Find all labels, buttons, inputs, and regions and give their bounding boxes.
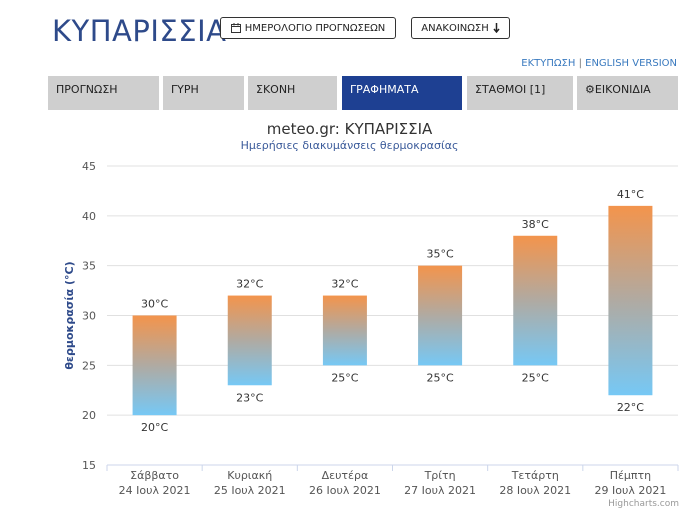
chart-title: meteo.gr: ΚΥΠΑΡΙΣΣΙΑ bbox=[266, 120, 433, 138]
temperature-range-bar[interactable] bbox=[608, 205, 653, 396]
print-link[interactable]: ΕΚΤΥΠΩΣΗ bbox=[521, 58, 576, 69]
temperature-range-bar[interactable] bbox=[227, 295, 272, 386]
max-temp-label: 38°C bbox=[522, 218, 549, 231]
announcement-button[interactable]: ΑΝΑΚΟΙΝΩΣΗ bbox=[411, 17, 510, 39]
min-temp-label: 22°C bbox=[617, 401, 644, 414]
y-axis-title: θερμοκρασία (°C) bbox=[63, 261, 76, 369]
min-temp-label: 25°C bbox=[331, 371, 358, 384]
y-tick-label: 15 bbox=[82, 459, 96, 472]
y-tick-label: 35 bbox=[82, 260, 96, 273]
tab-label: ΓΥΡΗ bbox=[171, 83, 199, 96]
tab-charts[interactable]: ΓΡΑΦΗΜΑΤΑ bbox=[342, 76, 462, 110]
x-tick-label-day: Τρίτη bbox=[424, 469, 456, 482]
x-tick-label-day: Κυριακή bbox=[227, 469, 272, 482]
tab-label: ΓΡΑΦΗΜΑΤΑ bbox=[350, 83, 419, 96]
y-tick-label: 40 bbox=[82, 210, 96, 223]
max-temp-label: 30°C bbox=[141, 298, 168, 311]
tab-pollen[interactable]: ΓΥΡΗ bbox=[163, 76, 244, 110]
nav-tabs: ΠΡΟΓΝΩΣΗ ΓΥΡΗ ΣΚΟΝΗ ΓΡΑΦΗΜΑΤΑ ΣΤΑΘΜΟΙ [1… bbox=[48, 76, 678, 110]
y-tick-label: 45 bbox=[82, 160, 96, 173]
tab-label: ΣΤΑΘΜΟΙ [1] bbox=[475, 83, 546, 96]
min-temp-label: 25°C bbox=[426, 371, 453, 384]
x-tick-label-day: Πέμπτη bbox=[610, 469, 651, 482]
x-tick-label-day: Σάββατο bbox=[130, 469, 179, 482]
max-temp-label: 32°C bbox=[236, 278, 263, 291]
x-tick-label-date: 25 Ιουλ 2021 bbox=[214, 484, 286, 497]
x-tick-label-date: 28 Ιουλ 2021 bbox=[499, 484, 571, 497]
x-tick-label-date: 24 Ιουλ 2021 bbox=[119, 484, 191, 497]
english-version-link[interactable]: ENGLISH VERSION bbox=[585, 58, 677, 69]
page-title: ΚΥΠΑΡΙΣΣΙΑ bbox=[52, 14, 227, 48]
y-tick-label: 30 bbox=[82, 310, 96, 323]
tab-forecast[interactable]: ΠΡΟΓΝΩΣΗ bbox=[48, 76, 159, 110]
max-temp-label: 32°C bbox=[331, 278, 358, 291]
y-tick-label: 20 bbox=[82, 409, 96, 422]
max-temp-label: 41°C bbox=[617, 188, 644, 201]
y-tick-label: 25 bbox=[82, 359, 96, 372]
temperature-range-bar[interactable] bbox=[418, 265, 463, 366]
link-separator: | bbox=[578, 58, 582, 69]
tab-label: ΠΡΟΓΝΩΣΗ bbox=[56, 83, 118, 96]
tab-stations[interactable]: ΣΤΑΘΜΟΙ [1] bbox=[467, 76, 573, 110]
x-tick-label-date: 27 Ιουλ 2021 bbox=[404, 484, 476, 497]
tab-label: ΕΙΚΟΝΙΔΙΑ bbox=[594, 83, 651, 96]
x-tick-label-date: 29 Ιουλ 2021 bbox=[594, 484, 666, 497]
gear-icon: ⚙ bbox=[585, 83, 595, 96]
x-tick-label-day: Τετάρτη bbox=[511, 469, 559, 482]
x-tick-label-day: Δευτέρα bbox=[322, 469, 369, 482]
min-temp-label: 25°C bbox=[522, 371, 549, 384]
chart-subtitle: Ημερήσιες διακυμάνσεις θερμοκρασίας bbox=[240, 139, 459, 152]
calendar-icon bbox=[230, 23, 241, 33]
tab-dust[interactable]: ΣΚΟΝΗ bbox=[248, 76, 337, 110]
max-temp-label: 35°C bbox=[426, 248, 453, 261]
temperature-range-bar[interactable] bbox=[322, 295, 367, 366]
arrow-down-icon bbox=[493, 23, 500, 33]
calendar-button[interactable]: ΗΜΕΡΟΛΟΓΙΟ ΠΡΟΓΝΩΣΕΩΝ bbox=[220, 17, 396, 39]
temperature-range-bar[interactable] bbox=[132, 315, 177, 416]
announcement-button-label: ΑΝΑΚΟΙΝΩΣΗ bbox=[421, 22, 489, 34]
calendar-button-label: ΗΜΕΡΟΛΟΓΙΟ ΠΡΟΓΝΩΣΕΩΝ bbox=[244, 22, 386, 34]
x-tick-label-date: 26 Ιουλ 2021 bbox=[309, 484, 381, 497]
min-temp-label: 23°C bbox=[236, 391, 263, 404]
top-links: ΕΚΤΥΠΩΣΗ | ENGLISH VERSION bbox=[521, 58, 677, 69]
highcharts-credit[interactable]: Highcharts.com bbox=[608, 499, 679, 509]
tab-label: ΣΚΟΝΗ bbox=[256, 83, 296, 96]
tab-icons[interactable]: ⚙ΕΙΚΟΝΙΔΙΑ bbox=[577, 76, 678, 110]
min-temp-label: 20°C bbox=[141, 421, 168, 434]
temperature-range-bar[interactable] bbox=[513, 235, 558, 366]
